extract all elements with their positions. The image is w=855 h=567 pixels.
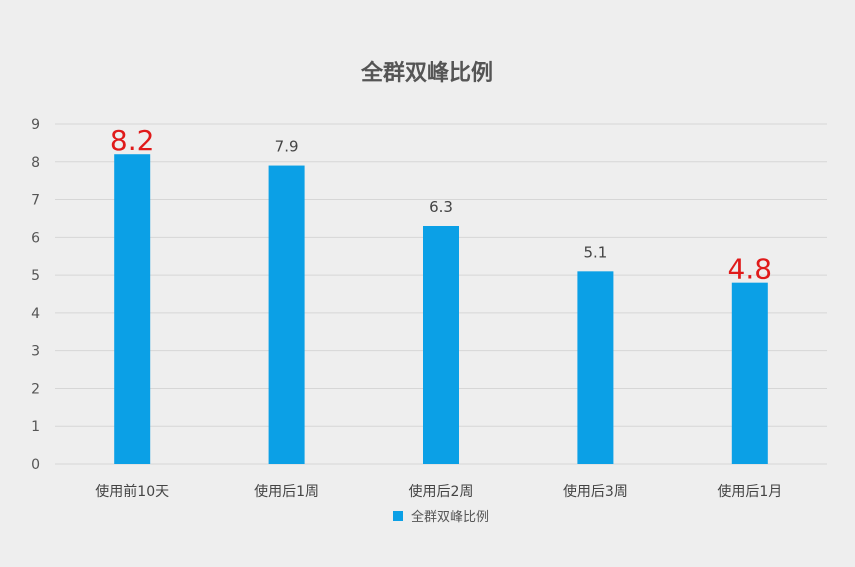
y-tick-label: 3 [31,344,40,360]
legend-swatch [393,511,403,521]
x-tick-label: 使用后1月 [717,483,782,500]
x-tick-label: 使用后2周 [409,483,474,500]
data-label: 6.3 [429,198,453,216]
bar [423,226,459,464]
data-labels: 8.2 7.9 6.3 5.1 4.8 [110,124,772,285]
y-tick-label: 2 [31,381,40,397]
x-tick-label: 使用前10天 [95,483,169,500]
legend-label: 全群双峰比例 [411,509,489,525]
data-label: 8.2 [110,124,155,157]
bars [114,154,768,465]
y-tick-label: 9 [31,117,40,133]
data-label: 7.9 [275,138,299,156]
x-axis-categories: 使用前10天 使用后1周 使用后2周 使用后3周 使用后1月 [95,483,782,500]
y-axis-ticks: 0 1 2 3 4 5 6 7 8 9 [31,117,40,473]
legend: 全群双峰比例 [393,509,489,525]
y-tick-label: 6 [31,230,40,246]
y-tick-label: 0 [31,457,40,473]
data-label: 5.1 [583,243,607,261]
y-tick-label: 4 [31,306,40,322]
y-tick-label: 7 [31,193,40,209]
y-tick-label: 1 [31,419,40,435]
x-tick-label: 使用后1周 [254,483,319,500]
bar [114,154,151,464]
bar [731,282,768,464]
bar [268,165,305,465]
chart-title: 全群双峰比例 [360,60,493,86]
bar [577,271,614,464]
y-tick-label: 8 [31,155,40,171]
x-tick-label: 使用后3周 [563,483,628,500]
data-label: 4.8 [728,253,773,286]
y-tick-label: 5 [31,268,40,284]
